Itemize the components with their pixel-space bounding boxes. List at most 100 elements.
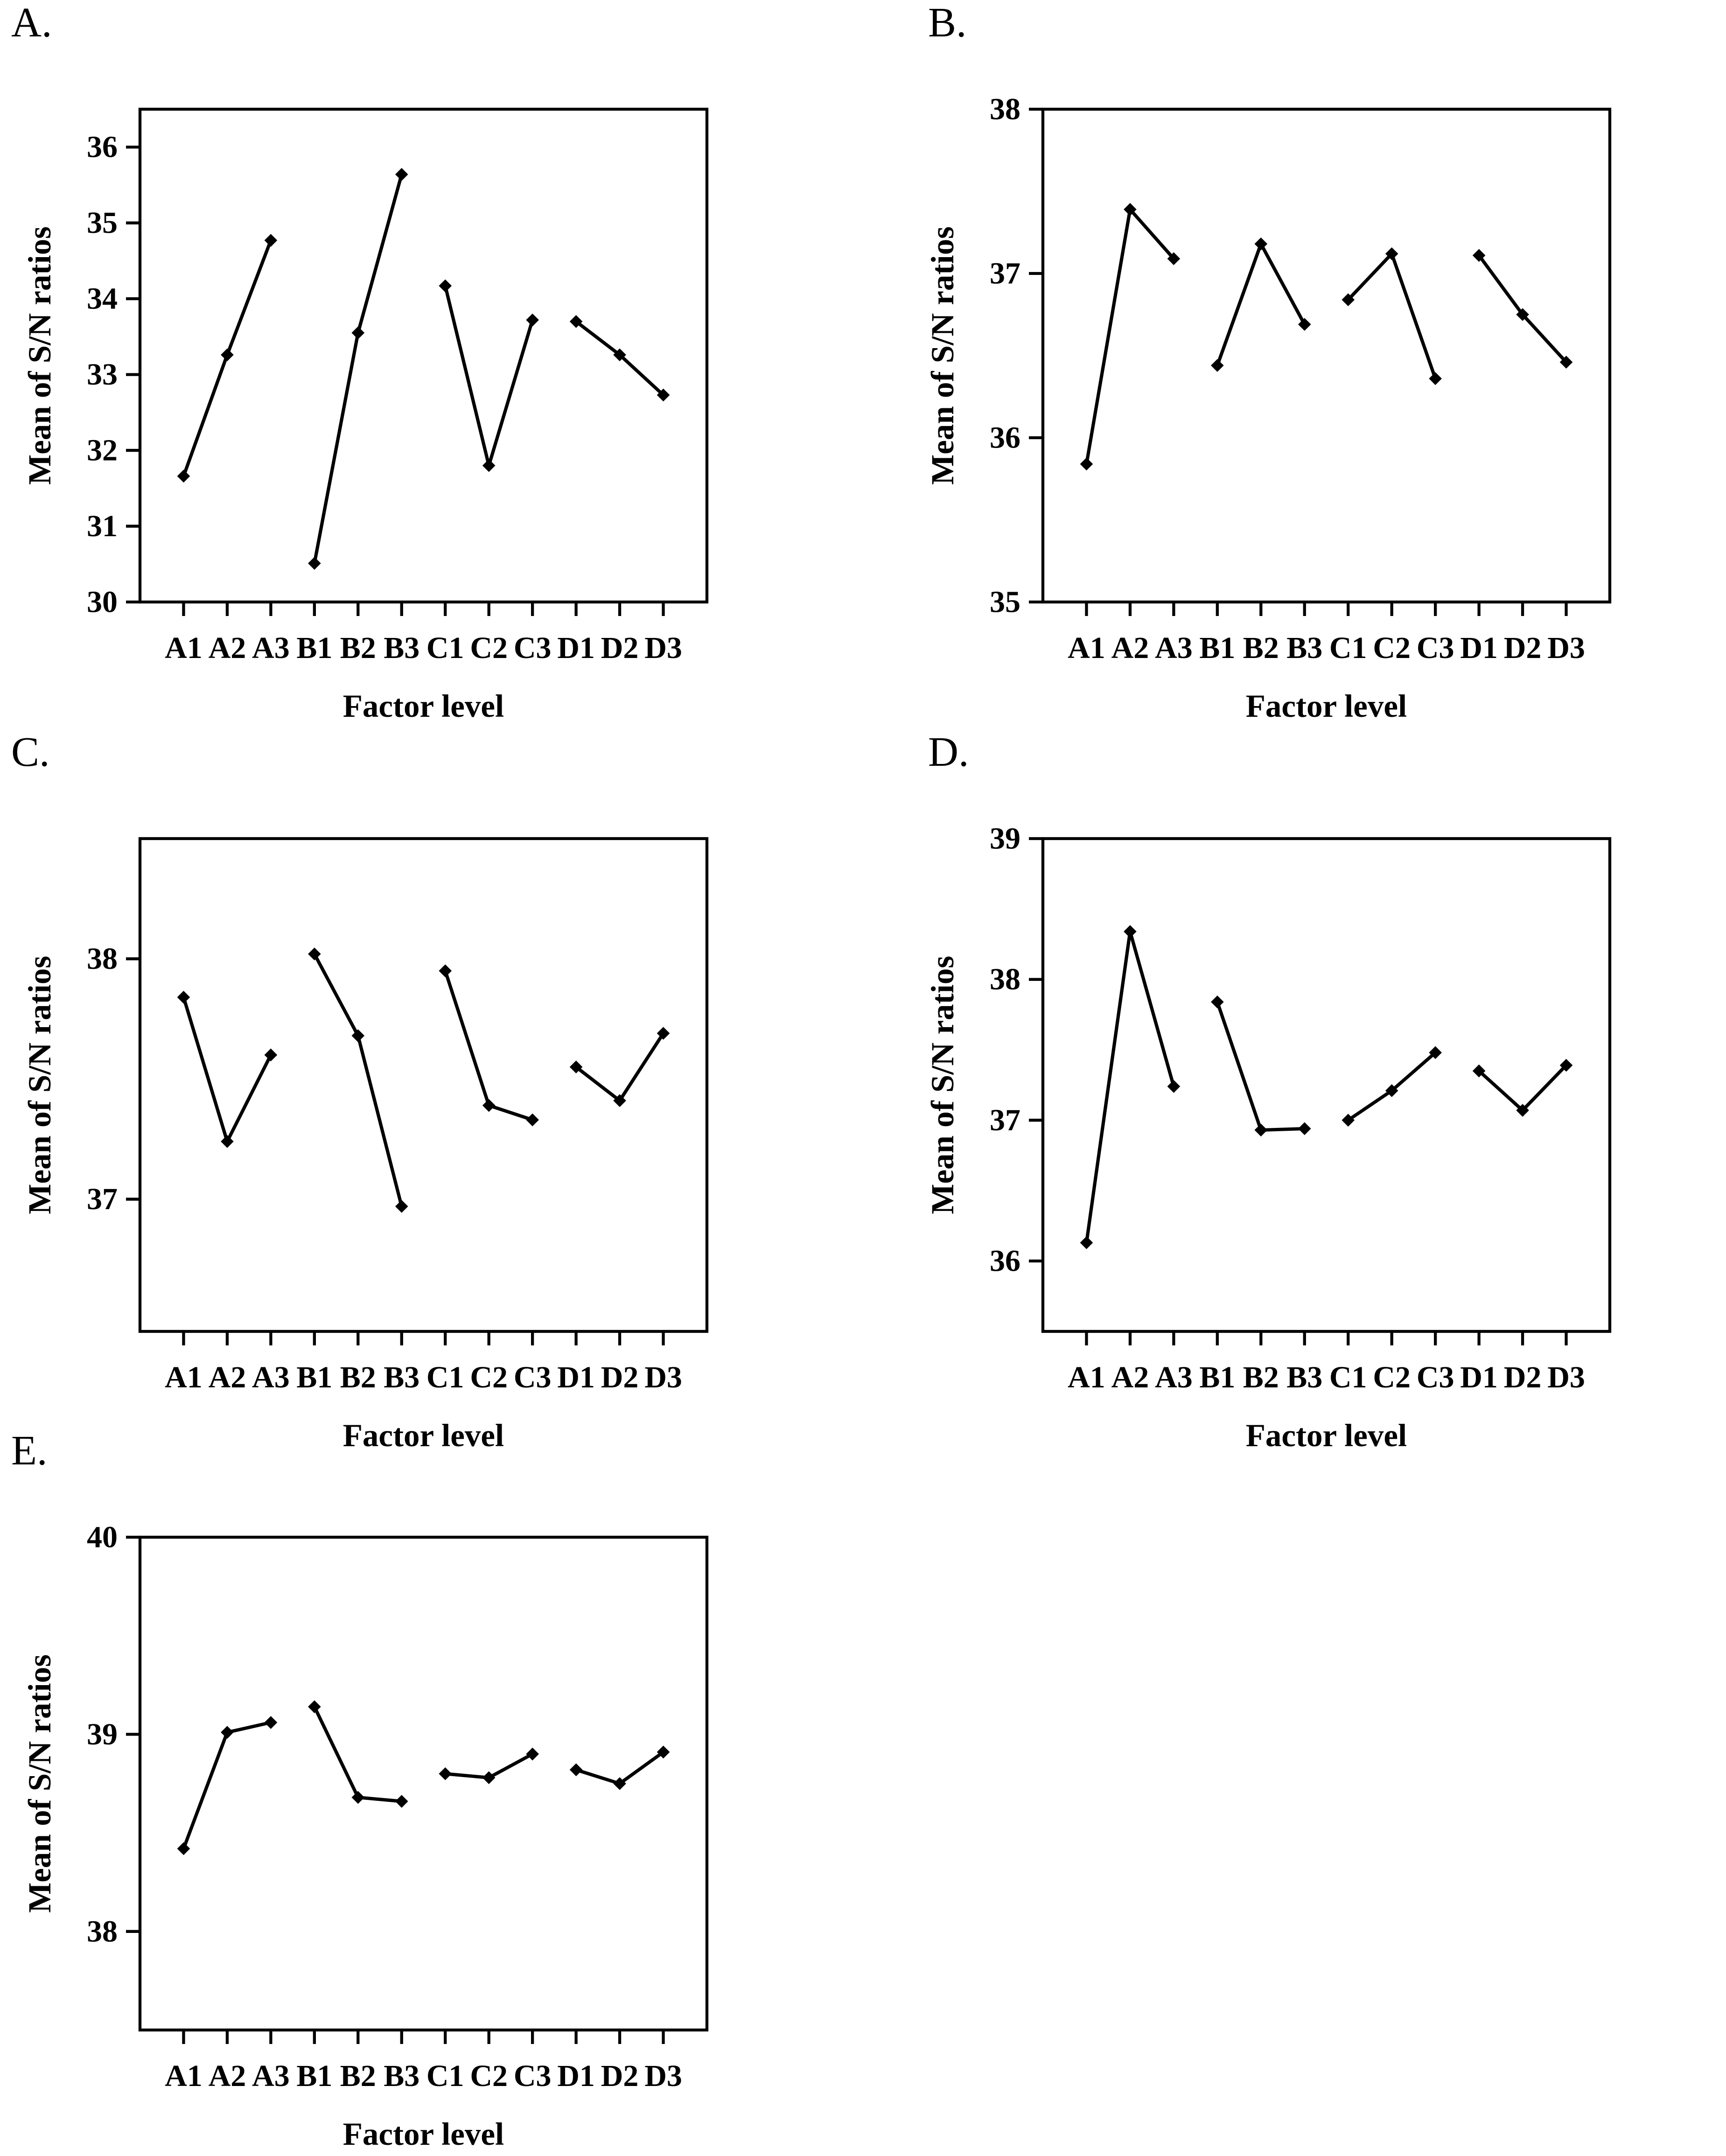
x-tick-label: B2 (1243, 1360, 1279, 1394)
x-tick-label: B3 (384, 1360, 419, 1394)
data-point-marker (351, 1029, 365, 1043)
data-point-marker (439, 279, 452, 293)
panel-c-label: C. (11, 729, 50, 776)
panel-d-label: D. (928, 729, 969, 776)
data-point-marker (264, 234, 278, 247)
data-point-marker (439, 964, 452, 978)
data-point-marker (1298, 1122, 1311, 1135)
y-tick-label: 39 (990, 822, 1020, 856)
series-segment (574, 1031, 665, 1103)
data-point-marker (221, 1135, 234, 1148)
x-tick-label: C2 (1373, 631, 1411, 665)
x-tick-label: C3 (514, 2059, 552, 2093)
data-point-marker (1254, 1123, 1268, 1137)
x-tick-label: C1 (426, 631, 464, 665)
data-point-marker (177, 991, 190, 1004)
data-point-marker (482, 1099, 496, 1112)
x-axis-title: Factor level (343, 1418, 504, 1453)
sn-ratio-chart-b: 35 36 37 38 A1 A2 A3 B1 B2 B3 C1 C2 C3 D1 D2 D3 Mean of … (925, 92, 1612, 724)
data-point-marker (1124, 203, 1137, 216)
x-tick-label: C2 (470, 631, 508, 665)
data-point-marker (526, 1113, 539, 1127)
data-point-marker (482, 1771, 496, 1785)
x-tick-label: D3 (1547, 631, 1585, 665)
plot-frame (1041, 107, 1612, 604)
data-point-marker (1254, 237, 1268, 251)
data-point-marker (221, 1726, 234, 1739)
series-segment (182, 1721, 273, 1850)
y-tick-label: 30 (87, 585, 118, 619)
x-tick-label: A3 (1155, 1360, 1193, 1394)
data-point-marker (569, 1763, 583, 1777)
data-point-marker (395, 1200, 408, 1213)
x-tick-label: A1 (165, 2059, 203, 2093)
x-tick-label: D3 (1547, 1360, 1585, 1394)
panel-e: E. 38 39 40 A1 A2 A3 B1 B2 B3 C1 C2 C3 D1 D2 D3 Mean of… (0, 1428, 862, 2156)
data-point-marker (613, 348, 626, 362)
sn-ratio-chart-d: 36 37 38 39 A1 A2 A3 B1 B2 B3 C1 C2 C3 D1 D2 D3 Mean of … (925, 822, 1612, 1453)
y-axis-title: Mean of S/N ratios (22, 956, 57, 1214)
x-tick-label: B3 (1286, 1360, 1322, 1394)
plot-frame (138, 837, 709, 1333)
y-tick-label: 37 (990, 257, 1020, 291)
y-tick-label: 36 (87, 130, 118, 164)
data-point-marker (1385, 1084, 1398, 1097)
x-tick-label: C1 (1329, 1360, 1367, 1394)
x-tick-label: A1 (165, 1360, 203, 1394)
x-tick-label: D3 (644, 631, 682, 665)
y-tick-label: 38 (990, 92, 1020, 126)
y-tick-label: 34 (87, 282, 118, 316)
panel-b: B. 35 36 37 38 A1 A2 A3 B1 B2 B3 C1 C2 C3 D1 D2 D3 Mean … (864, 0, 1726, 728)
x-tick-label: D1 (1460, 631, 1498, 665)
x-tick-label: B3 (384, 2059, 419, 2093)
sn-ratio-chart-e: 38 39 40 A1 A2 A3 B1 B2 B3 C1 C2 C3 D1 D2 D3 Mean of S/… (22, 1520, 709, 2152)
x-axis-title: Factor level (343, 688, 504, 724)
y-tick-label: 39 (87, 1717, 118, 1751)
x-tick-label: D3 (644, 1360, 682, 1394)
panel-a: A. 30 31 32 33 34 35 36 A1 A2 A3 B1 B2 B3 C1 C2 C3 D1 D2 D… (0, 0, 862, 728)
data-point-marker (1124, 925, 1137, 938)
y-axis-title: Mean of S/N ratios (22, 1654, 57, 1913)
x-tick-label: C1 (426, 2059, 464, 2093)
panel-a-label: A. (11, 0, 52, 46)
series-segment (1216, 1000, 1307, 1132)
x-tick-label: B2 (340, 1360, 376, 1394)
x-tick-label: B1 (1199, 1360, 1235, 1394)
y-axis-title: Mean of S/N ratios (22, 226, 57, 485)
sn-ratio-chart-a: 30 31 32 33 34 35 36 A1 A2 A3 B1 B2 B3 C1 C2 C3 D1 D2 D3 Me… (22, 107, 709, 724)
y-tick-label: 35 (87, 206, 118, 240)
data-point-marker (177, 469, 190, 483)
x-tick-label: C3 (514, 631, 552, 665)
data-point-marker (439, 1767, 452, 1780)
panel-e-label: E. (11, 1428, 48, 1474)
series-segment (313, 1705, 404, 1803)
x-tick-label: A1 (165, 631, 203, 665)
x-tick-label: A2 (209, 1360, 246, 1394)
data-point-marker (177, 1842, 190, 1855)
y-tick-label: 37 (87, 1182, 118, 1216)
y-tick-label: 38 (990, 962, 1020, 996)
y-axis-title: Mean of S/N ratios (925, 226, 960, 485)
series-segment (182, 995, 273, 1143)
x-tick-label: B1 (296, 1360, 332, 1394)
y-tick-label: 31 (87, 509, 118, 543)
data-point-marker (482, 459, 496, 472)
y-tick-label: 32 (87, 434, 118, 468)
panel-d: D. 36 37 38 39 A1 A2 A3 B1 B2 B3 C1 C2 C3 D1 D2 D3 Mean … (864, 729, 1726, 1457)
x-tick-label: D2 (1504, 631, 1542, 665)
plot-frame (138, 107, 709, 604)
series-segment (1346, 252, 1437, 380)
x-tick-label: B2 (1243, 631, 1279, 665)
x-tick-label: C2 (470, 1360, 508, 1394)
y-tick-label: 36 (990, 1244, 1020, 1278)
y-tick-label: 37 (990, 1103, 1020, 1137)
data-point-marker (526, 1747, 539, 1761)
data-point-marker (1516, 1104, 1529, 1117)
data-point-marker (221, 348, 234, 362)
x-tick-label: D3 (644, 2059, 682, 2093)
x-axis-title: Factor level (1246, 688, 1407, 724)
data-point-marker (264, 1048, 278, 1062)
data-point-marker (1429, 372, 1442, 385)
data-point-marker (1298, 318, 1311, 331)
data-point-marker (1080, 457, 1093, 471)
